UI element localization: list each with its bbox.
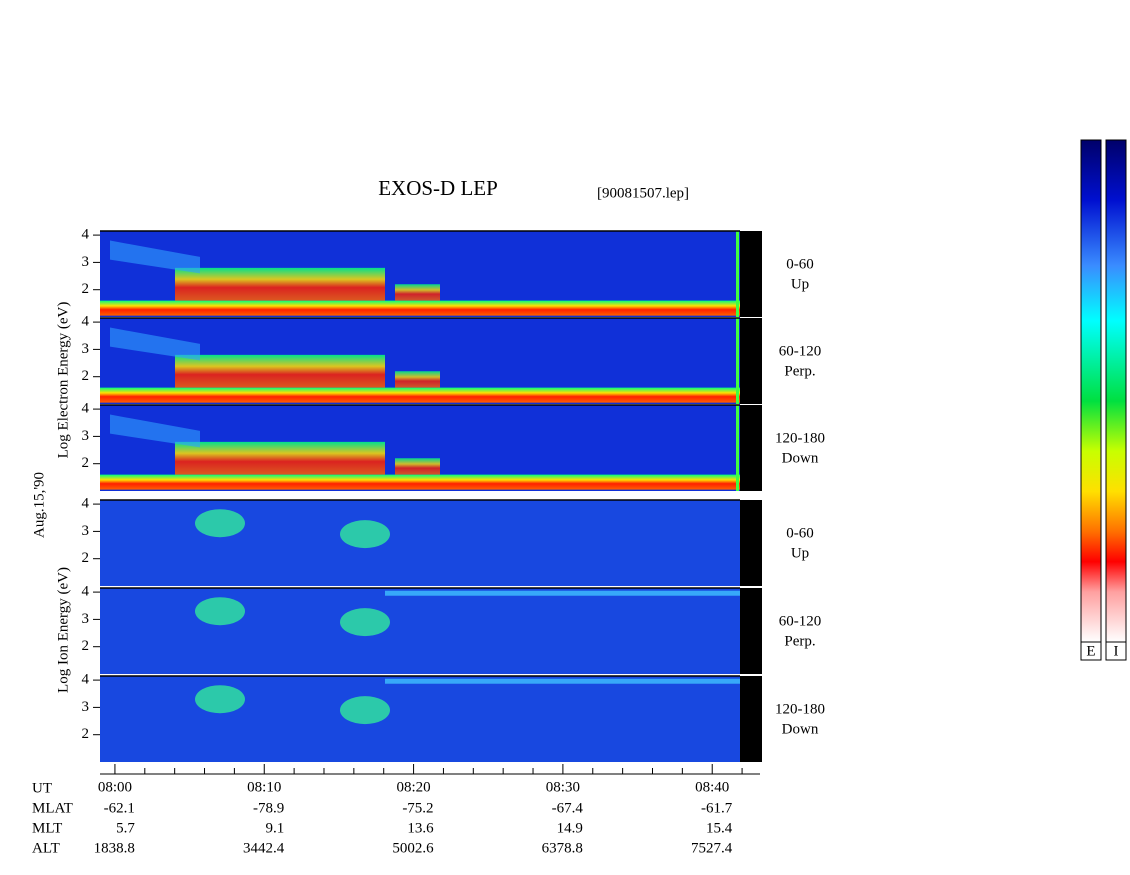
pitch-angle-range: 60-120	[779, 613, 822, 629]
precipitation-region	[395, 458, 440, 475]
data-gap	[740, 500, 762, 586]
precipitation-region	[395, 284, 440, 301]
pitch-angle-direction: Up	[791, 545, 809, 561]
pitch-angle-direction: Down	[782, 721, 819, 737]
date: Aug.15,'90	[31, 472, 47, 538]
y-tick-label: 4	[82, 672, 90, 688]
title: EXOS-D LEP	[378, 176, 498, 200]
y-tick-label: 2	[82, 281, 90, 297]
precipitation-region	[395, 371, 440, 388]
x-tick-label: 08:40	[695, 779, 729, 795]
orbit-value: 7527.4	[691, 840, 733, 856]
spectrogram-background	[100, 500, 740, 586]
y-tick-label: 4	[82, 584, 90, 600]
ion-band	[385, 590, 740, 596]
ion-blob	[340, 608, 390, 637]
orbit-value: -61.7	[701, 800, 733, 816]
low-energy-band	[100, 474, 740, 490]
data-gap	[740, 231, 762, 317]
file-name: [90081507.lep]	[597, 185, 689, 201]
orbit-label: UT	[32, 780, 52, 796]
y-tick-label: 3	[82, 428, 90, 444]
low-energy-band	[100, 300, 740, 316]
orbit-label: MLAT	[32, 800, 73, 816]
orbit-value: 9.1	[266, 820, 285, 836]
orbit-value: 14.9	[557, 820, 583, 836]
orbit-value: -62.1	[104, 800, 135, 816]
ion-blob	[340, 520, 390, 549]
ion-axis-label: Log Ion Energy (eV)	[55, 567, 71, 693]
y-tick-label: 4	[82, 227, 90, 243]
pitch-angle-range: 0-60	[786, 525, 814, 541]
colorbar-label-box	[1080, 641, 1102, 661]
orbit-value: 13.6	[407, 820, 434, 836]
colorbar-label-box	[1105, 641, 1127, 661]
y-tick-label: 4	[82, 496, 90, 512]
precipitation-region	[175, 267, 385, 301]
colorbar	[1080, 139, 1102, 643]
orbit-value: 5002.6	[392, 840, 434, 856]
precipitation-region	[175, 354, 385, 388]
x-tick-label: 08:00	[98, 779, 132, 795]
edge	[736, 318, 739, 404]
y-tick-label: 2	[82, 368, 90, 384]
data-gap	[740, 676, 762, 762]
pitch-angle-range: 0-60	[786, 256, 814, 272]
data-gap	[740, 405, 762, 491]
y-tick-label: 3	[82, 699, 90, 715]
orbit-value: 15.4	[706, 820, 733, 836]
energy-dispersion	[110, 327, 200, 361]
y-tick-label: 4	[82, 401, 90, 417]
orbit-value: -67.4	[552, 800, 584, 816]
y-tick-label: 2	[82, 638, 90, 654]
pitch-angle-direction: Perp.	[784, 363, 815, 379]
y-tick-label: 2	[82, 726, 90, 742]
spectrogram-background	[100, 676, 740, 762]
x-tick-label: 08:20	[396, 779, 430, 795]
electron-axis-label: Log Electron Energy (eV)	[55, 302, 71, 459]
ion-blob	[340, 696, 390, 725]
orbit-value: -78.9	[253, 800, 284, 816]
energy-dispersion	[110, 240, 200, 274]
y-tick-label: 2	[82, 550, 90, 566]
y-tick-label: 3	[82, 341, 90, 357]
orbit-value: 3442.4	[243, 840, 285, 856]
colorbar-label: I	[1114, 643, 1119, 659]
x-tick-label: 08:30	[546, 779, 580, 795]
edge	[736, 231, 739, 317]
orbit-value: 6378.8	[542, 840, 583, 856]
pitch-angle-direction: Up	[791, 276, 809, 292]
y-tick-label: 4	[82, 314, 90, 330]
data-gap	[740, 318, 762, 404]
orbit-value: 1838.8	[94, 840, 135, 856]
y-tick-label: 3	[82, 254, 90, 270]
data-gap	[740, 588, 762, 674]
ion-blob	[195, 597, 245, 626]
pitch-angle-direction: Perp.	[784, 633, 815, 649]
y-tick-label: 3	[82, 523, 90, 539]
colorbar	[1105, 139, 1127, 643]
ion-blob	[195, 685, 245, 714]
pitch-angle-range: 60-120	[779, 343, 822, 359]
orbit-value: -75.2	[402, 800, 433, 816]
y-tick-label: 2	[82, 455, 90, 471]
energy-dispersion	[110, 414, 200, 448]
orbit-value: 5.7	[116, 820, 135, 836]
orbit-label: MLT	[32, 820, 62, 836]
colorbar-label: E	[1086, 643, 1095, 659]
precipitation-region	[175, 441, 385, 475]
ion-blob	[195, 509, 245, 538]
pitch-angle-range: 120-180	[775, 701, 825, 717]
edge	[736, 405, 739, 491]
pitch-angle-direction: Down	[782, 450, 819, 466]
y-tick-label: 3	[82, 611, 90, 627]
spectrogram-background	[100, 588, 740, 674]
ion-band	[385, 678, 740, 684]
orbit-label: ALT	[32, 840, 60, 856]
pitch-angle-range: 120-180	[775, 430, 825, 446]
low-energy-band	[100, 387, 740, 403]
x-tick-label: 08:10	[247, 779, 281, 795]
